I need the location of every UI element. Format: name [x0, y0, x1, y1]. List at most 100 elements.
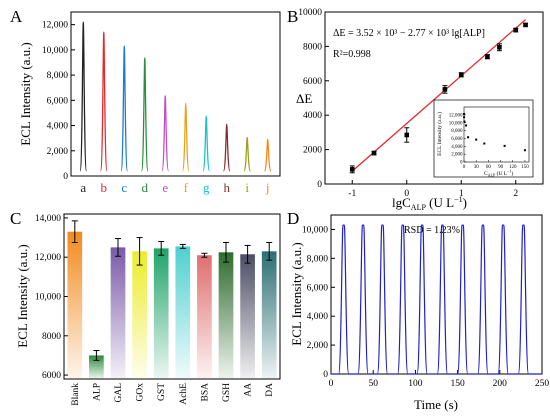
inset-point — [465, 124, 468, 127]
panel-c-xtick-label: GOx — [136, 383, 146, 402]
inset-xtick-label: 0 — [463, 165, 466, 170]
panel-c-ylabel: ECL Intensity (a.u.) — [15, 244, 30, 348]
panel-d-xlabel: Time (s) — [414, 397, 458, 412]
panel-a-xtick-label: i — [245, 180, 249, 195]
inset-ytick-label: 8,000 — [451, 129, 463, 134]
panel-c-yaxis: 6000 8000 10,000 12,000 14,000 — [35, 214, 68, 381]
panel-c-bar — [175, 246, 191, 379]
panel-b-xlabel: lgCALP (U L−1) — [392, 195, 467, 212]
panel-a-xtick-label: e — [162, 180, 168, 195]
inset-point — [463, 120, 466, 123]
inset-xtick-label: 150 — [521, 165, 529, 170]
inset-xtick-label: 60 — [486, 165, 492, 170]
inset-ytick-label: 0 — [460, 161, 463, 166]
panel-b-point — [442, 87, 448, 92]
panel-b-points — [349, 22, 529, 174]
panel-a-ytick-label: 8,000 — [47, 71, 69, 81]
panel-a-peak — [79, 21, 88, 172]
panel-d-xaxis: 0 50 100 150 200 250 — [329, 370, 550, 389]
panel-d-ylabel: ECL Intensity (a.u.) — [289, 242, 304, 346]
panel-d-ytick-label: 2,000 — [307, 341, 329, 351]
panel-b-letter: B — [287, 7, 298, 26]
panel-a-peak — [222, 123, 231, 172]
inset-xlabel: CALP (U L−1) — [484, 169, 513, 178]
inset-point — [463, 113, 466, 116]
panel-d-frame — [330, 214, 543, 375]
panel-a-ytick-label: 6,000 — [47, 96, 69, 106]
panel-a-ytick-label: 0 — [63, 172, 68, 182]
panel-a-peak — [140, 57, 149, 172]
panel-a-xtick-label: j — [265, 180, 270, 195]
panel-c-ytick-label: 12,000 — [35, 253, 61, 263]
panel-a-peak — [263, 138, 272, 172]
panel-d-xtick-label: 250 — [535, 379, 550, 389]
panel-a-xtick-label: h — [223, 180, 230, 195]
inset-bg — [433, 99, 534, 178]
inset-xtick-label: 90 — [498, 165, 504, 170]
panel-b-xtick-label: 2 — [513, 189, 518, 199]
panel-b-ytick-label: 0 — [317, 180, 322, 190]
panel-c-xtick-label: DA — [265, 383, 275, 397]
panel-a-xtick-label: f — [184, 180, 189, 195]
panel-b-frame — [324, 11, 544, 185]
panel-a-xtick-label: d — [142, 180, 149, 195]
panel-a-ytick-label: 10,000 — [42, 46, 68, 56]
panel-d-xtick-label: 0 — [329, 379, 334, 389]
panel-b-point — [458, 72, 464, 78]
panel-c-ytick-label: 14,000 — [35, 214, 61, 224]
panel-a-peak — [202, 115, 211, 172]
panel-c-bar — [261, 251, 277, 379]
panel-a-peaks — [79, 21, 272, 172]
panel-b: B ΔE lgCALP (U L−1) ΔE = 3.52 × 10³ − 2.… — [287, 7, 544, 212]
panel-d-annotation: RSD = 1.23% — [404, 225, 460, 236]
panel-d-xtick-label: 50 — [368, 379, 378, 389]
panel-c-xtick-label: BSA — [200, 383, 210, 402]
panel-d-xtick-label: 100 — [408, 379, 423, 389]
panel-b-point — [404, 132, 410, 138]
inset-ytick-label: 6,000 — [451, 137, 463, 142]
panel-b-point — [485, 54, 490, 60]
panel-b-fit — [351, 19, 526, 172]
panel-d-xtick-label: 200 — [493, 379, 508, 389]
panel-a-peak — [120, 45, 129, 172]
panel-b-xlabel-unit: (U L — [426, 195, 454, 210]
panel-c-xtick-label: AchE — [179, 383, 189, 405]
panel-c-bar — [67, 231, 83, 379]
panel-d-ytick-label: 4,000 — [307, 312, 329, 322]
panel-a-yaxis: 0 2,000 4,000 6,000 8,000 10,000 12,000 — [42, 21, 75, 182]
panel-c-bar — [110, 247, 126, 379]
inset-point — [483, 142, 486, 145]
inset-points — [463, 113, 526, 152]
panel-c-ytick-label: 8000 — [42, 332, 61, 342]
panel-b-xlabel-close: ) — [463, 195, 467, 210]
panel-a-peak — [161, 95, 170, 172]
inset-ytick-label: 12,000 — [449, 113, 463, 118]
panel-c-bars: Blank ALP GAL GOx GST AchE BSA GSH AA DA — [67, 220, 277, 406]
inset-xtick-label: 120 — [509, 165, 517, 170]
panel-b-equation: ΔE = 3.52 × 10³ − 2.77 × 10³ lg[ALP] — [333, 28, 485, 39]
panel-a-frame — [70, 11, 281, 177]
panel-a-peak — [99, 31, 108, 172]
panel-b-r2: R²=0.998 — [333, 49, 371, 60]
inset-xtick-label: 30 — [474, 165, 480, 170]
panel-d-xtick-label: 150 — [450, 379, 465, 389]
panel-a-ytick-label: 12,000 — [42, 21, 68, 31]
panel-c-bar — [197, 255, 212, 379]
panel-a-ylabel: ECL Intensity (a.u.) — [18, 42, 33, 146]
inset-frame — [463, 106, 530, 163]
panel-b-xlabel-unit-sup: −1 — [454, 195, 463, 204]
panel-b-ytick-label: 8000 — [303, 42, 322, 52]
panel-c-bar — [218, 252, 234, 379]
panel-c-ytick-label: 10,000 — [35, 293, 61, 303]
panel-c-bar — [132, 251, 147, 379]
panel-b-point — [497, 44, 502, 50]
panel-b-ytick-label: 2000 — [303, 146, 322, 156]
panel-a-xtick-label: g — [203, 180, 210, 195]
panel-b-point — [513, 27, 519, 33]
panel-b-ytick-label: 4000 — [303, 111, 322, 121]
panel-c-xtick-label: Blank — [71, 383, 81, 406]
inset-point — [463, 116, 466, 119]
panel-a-ytick-label: 2,000 — [47, 147, 69, 157]
